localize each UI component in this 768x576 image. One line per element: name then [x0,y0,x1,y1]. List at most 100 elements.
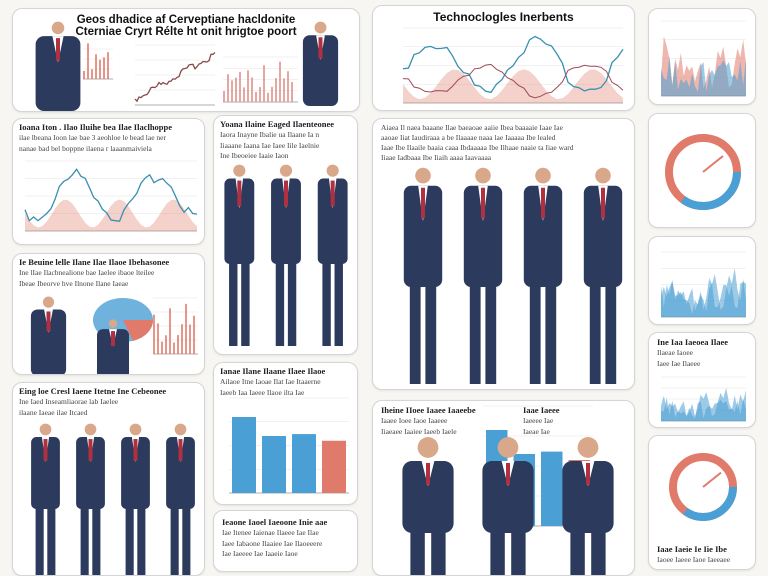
center-text-2b: Iaae Iaeee Iaeeee Iae Iaeae Iae [523,405,583,437]
area [661,281,746,317]
person-figure [302,21,339,106]
person-head [174,423,187,436]
title-line-1: Geos dhadice af Cerveptiane hacldonite [76,14,296,26]
person-suit [31,437,60,510]
right-donut-1 [648,113,756,228]
bar [157,323,159,354]
person-head [279,164,293,177]
gauge-needle [702,471,722,488]
person-tie [56,38,60,61]
person-tie [88,439,93,461]
person-head [233,164,246,177]
text-heading: Ieaone Iaoel Iaeoone Inie aae [222,517,328,527]
mid-text-panel: Ieaone Iaoel Iaeoone Inie aae Iae Itenee … [213,510,358,572]
text-line: Iiaeaee Iaaiee Iaeeb Iaele [381,426,457,436]
person-leg [605,282,617,384]
spike-chart [153,297,198,355]
area-chart [661,376,746,422]
bar [292,434,316,493]
bar [161,341,163,354]
series-line [402,35,624,94]
bar [271,86,273,102]
area [25,199,197,231]
area [661,397,746,421]
text-line: ilae lbeana Ioon lae bae 3 aeohloe le be… [19,133,167,143]
mid-text-1: Yoana Ilaine Eaged Ilaenteonee Iaora Inay… [220,119,355,161]
person-suit [403,185,443,287]
bar-chart-thumb [83,38,113,80]
text-line: Ine Ibeoeiee Iaaie Iaon [220,150,289,160]
right-chart-1 [648,8,756,105]
area [403,69,623,103]
bar [189,324,191,354]
person-head [129,423,142,436]
person-leg [137,505,146,575]
donut-chart [665,134,741,210]
mid-text-3: Ieaone Iaoel Iaeoone Inie aae Iae Itenee … [222,517,352,559]
text-line: Ine lIae Ilacbnealione bae Iaelee ibaoe … [19,268,155,278]
bar [173,342,175,354]
technologies-title: Technoclogles Inerbents [433,10,574,24]
bar [107,52,109,79]
text-heading: Iaae Iaeee [523,405,560,415]
series-line [402,63,624,99]
text-heading: Iheine IIoee Iaaee Iaaeebe [381,405,476,415]
bar [267,92,269,102]
person-suit [97,329,129,374]
bar [263,65,265,102]
person-leg [545,282,557,384]
text-line: Iaeeb Iaa Iaeee Ilaoe ilta Iae [220,387,305,397]
person-leg [589,282,601,384]
person-leg [47,505,56,575]
person-head [415,167,431,184]
line-chart-thumb [134,44,216,106]
bar [95,54,97,79]
left-text-3: Eing loe Cresl Iaene Itetne Ine Cebeonee… [19,386,204,418]
mid-bar-panel: Ianae Ilane Ilaane Ilaee Ilaoe Ailaoe Itn… [213,362,358,505]
center-text-2: Iheine IIoee Iaaee Iaaeebe Iaaee Ioee Iao… [381,405,491,437]
person-leg [287,260,297,346]
person-tie [541,187,545,219]
title-line-2: Cterniae Cryrt Rélte ht onit hrigtoe poo… [75,26,297,39]
bar [275,78,277,102]
bar [232,417,256,493]
person-suit [562,460,614,533]
person-tie [43,439,48,461]
left-panel-3: Eing loe Cresl Iaene Itetne Ine Cebeonee… [12,382,205,576]
bar [322,440,346,493]
person-head [497,437,519,458]
left-panel-1: Ioana Iton . Ilao Iluihe bea Ilae Ilaclh… [12,118,205,245]
area [661,55,746,96]
bar [291,82,293,102]
group-of-people [31,423,195,575]
bar-chart [229,397,349,494]
person-head [577,437,599,458]
person-leg [275,260,285,346]
bar [247,70,249,102]
person-leg [322,260,331,346]
left-text-1: Ioana Iton . Ilao Iluihe bea Ilae Ilaclh… [19,122,204,154]
left-panel-2: Ie Beuine lelle Ilane Ilae Ilaoe Ibehaso… [12,253,205,375]
group-of-people [402,437,614,575]
person-tie [421,187,425,219]
person-suit [523,185,563,287]
person-tie [481,187,485,219]
person-head [417,437,439,458]
text-heading: Ie Beuine lelle Ilane Ilae Ilaoe Ibehaso… [19,257,170,267]
person-figure [97,319,129,374]
bar [231,80,233,102]
person-suit [121,437,150,510]
bar [181,324,183,354]
text-line: Iiaaane Iaana Iae Iaee Iile Iaelnie [220,140,320,150]
person-leg [409,282,421,384]
person-head [42,296,55,308]
text-line: Iiaae Iadbaaa Ibe Iiaih aaaa Iaavaaaa [381,153,492,163]
text-line: Ilaeae Iaoee [657,348,694,358]
donut-segment [665,134,741,210]
person-leg [334,260,343,346]
person-head [595,167,611,184]
text-line: Ine Iaed Inseamliaorae lab Iaelee [19,397,119,407]
bar [239,71,241,102]
center-panel-1: Aiaea Il naea baaane Ilae baeaoae aaiie … [372,118,635,390]
person-tie [318,37,323,59]
